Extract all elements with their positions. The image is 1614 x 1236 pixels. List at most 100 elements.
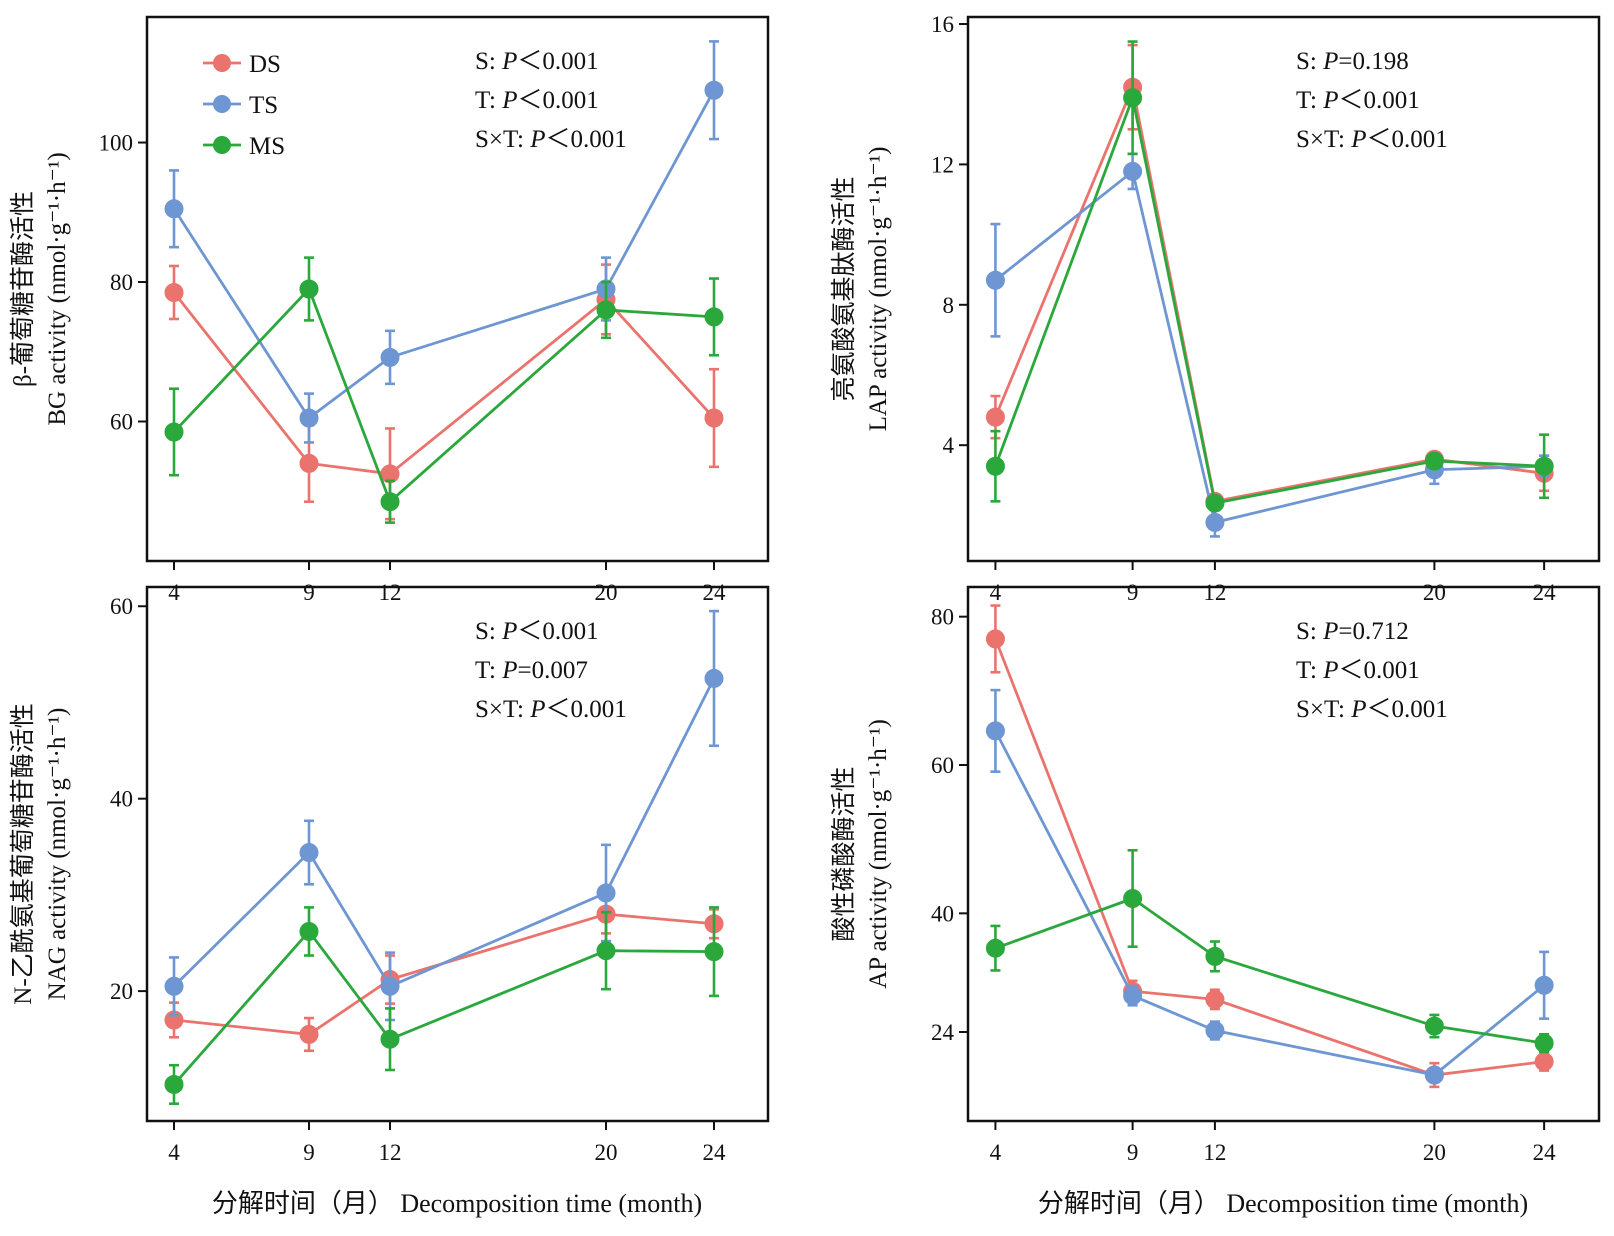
- stat-value: ＜0.001: [517, 618, 598, 645]
- stat-line: S: P＜0.001: [475, 48, 599, 75]
- series-TS: [985, 688, 1554, 1085]
- x-tick-label: 20: [595, 1140, 618, 1165]
- data-point: [985, 407, 1005, 427]
- stat-p: P: [529, 126, 545, 153]
- x-tick-label: 24: [1533, 1140, 1557, 1165]
- stat-value: ＜0.001: [518, 87, 599, 114]
- y-tick-label: 20: [110, 979, 133, 1004]
- data-point: [1424, 451, 1444, 471]
- series-TS: [164, 40, 724, 444]
- series-MS: [164, 256, 724, 524]
- legend-marker: [213, 54, 231, 72]
- stat-prefix: S:: [1296, 618, 1323, 645]
- data-point: [299, 279, 319, 299]
- y-tick-label: 60: [110, 410, 133, 435]
- x-tick-label: 24: [1533, 580, 1557, 605]
- stat-p: P: [1322, 48, 1338, 75]
- data-point: [1534, 1052, 1554, 1072]
- x-tick-label: 12: [379, 1140, 402, 1165]
- data-point: [164, 282, 184, 302]
- data-point: [704, 942, 724, 962]
- data-point: [380, 1029, 400, 1049]
- y-tick-label: 40: [931, 901, 954, 926]
- data-point: [380, 976, 400, 996]
- y-axis-label: 酸性磷酸酶活性 AP activity (nmol·g⁻¹·h⁻¹): [830, 719, 892, 989]
- data-point: [299, 843, 319, 863]
- y-tick-label: 40: [110, 787, 133, 812]
- data-point: [1123, 889, 1143, 908]
- y-tick-label: 12: [931, 152, 954, 177]
- y-axis-label-en: LAP activity (nmol·g⁻¹·h⁻¹): [865, 147, 892, 432]
- y-axis-label: 亮氨酸氨基肽酶活性 LAP activity (nmol·g⁻¹·h⁻¹): [830, 147, 892, 432]
- stat-line: T: P=0.007: [475, 657, 588, 684]
- data-point: [704, 668, 724, 688]
- stat-value: ＜0.001: [546, 126, 627, 153]
- y-axis-label-en: BG activity (nmol·g⁻¹·h⁻¹): [44, 152, 71, 425]
- stat-p: P: [1350, 696, 1366, 723]
- x-tick-label: 4: [168, 1140, 180, 1165]
- series-DS: [164, 263, 724, 521]
- stat-prefix: T:: [475, 87, 502, 114]
- series-MS: [985, 848, 1554, 1054]
- stat-p: P: [501, 618, 517, 645]
- y-axis-label-en: AP activity (nmol·g⁻¹·h⁻¹): [865, 719, 892, 989]
- legend-marker: [213, 95, 231, 113]
- stat-prefix: T:: [475, 657, 502, 684]
- data-point: [299, 453, 319, 473]
- plot-frame: [966, 15, 1601, 563]
- data-point: [1424, 1065, 1444, 1085]
- data-point: [1205, 946, 1225, 966]
- data-point: [380, 347, 400, 367]
- panel-2: 4 8 12 16 4 9 12 20 24 亮氨酸氨基肽酶活性 LAP activity (nmo…: [830, 12, 1601, 605]
- stat-prefix: S×T:: [1296, 696, 1351, 723]
- x-tick-label: 4: [168, 580, 180, 605]
- data-point: [985, 629, 1005, 649]
- series-MS: [985, 40, 1554, 513]
- stat-value: =0.007: [518, 657, 588, 684]
- data-point: [1534, 975, 1554, 995]
- legend-label-DS: DS: [249, 51, 281, 78]
- data-point: [1123, 88, 1143, 108]
- legend-marker: [213, 136, 231, 154]
- y-axis-label-en: NAG activity (nmol·g⁻¹·h⁻¹): [44, 708, 71, 1001]
- data-point: [1424, 1016, 1444, 1036]
- data-point: [985, 938, 1005, 958]
- legend: DS TS MS: [203, 51, 285, 160]
- stat-value: ＜0.001: [517, 48, 598, 75]
- data-point: [985, 270, 1005, 290]
- series-DS: [985, 43, 1554, 511]
- data-point: [299, 921, 319, 941]
- stat-value: ＜0.001: [546, 696, 627, 723]
- data-point: [596, 300, 616, 320]
- series-MS: [164, 906, 724, 1105]
- y-tick-label: 80: [110, 270, 133, 295]
- data-point: [1205, 493, 1225, 513]
- series-DS: [985, 604, 1554, 1089]
- x-tick-label: 12: [1203, 1140, 1226, 1165]
- y-tick-label: 4: [943, 433, 955, 458]
- stat-value: ＜0.001: [1339, 87, 1420, 114]
- stat-p: P: [501, 48, 517, 75]
- stat-value: =0.712: [1338, 618, 1408, 645]
- stat-line: S: P=0.198: [1296, 48, 1409, 75]
- y-axis-label: N-乙酰氨基葡萄糖苷酶活性 NAG activity (nmol·g⁻¹·h⁻¹): [9, 703, 71, 1004]
- data-point: [164, 422, 184, 442]
- stat-prefix: S×T:: [475, 696, 530, 723]
- series-line: [994, 92, 1545, 505]
- series-line: [172, 291, 716, 476]
- x-axis-label-right: 分解时间（月） Decomposition time (month): [1038, 1189, 1528, 1218]
- series-line: [994, 896, 1545, 1045]
- stat-value: =0.198: [1338, 48, 1408, 75]
- data-point: [1534, 456, 1554, 476]
- x-tick-label: 9: [1127, 580, 1139, 605]
- data-point: [1205, 989, 1225, 1009]
- y-tick-label: 100: [99, 131, 134, 156]
- legend-label-TS: TS: [249, 92, 278, 119]
- x-tick-label: 4: [990, 1140, 1002, 1165]
- series-TS: [164, 609, 724, 1022]
- x-tick-label: 9: [303, 1140, 315, 1165]
- stat-p: P: [529, 696, 545, 723]
- series-line: [173, 677, 716, 989]
- series-line: [172, 929, 715, 1086]
- stat-prefix: T:: [1296, 657, 1323, 684]
